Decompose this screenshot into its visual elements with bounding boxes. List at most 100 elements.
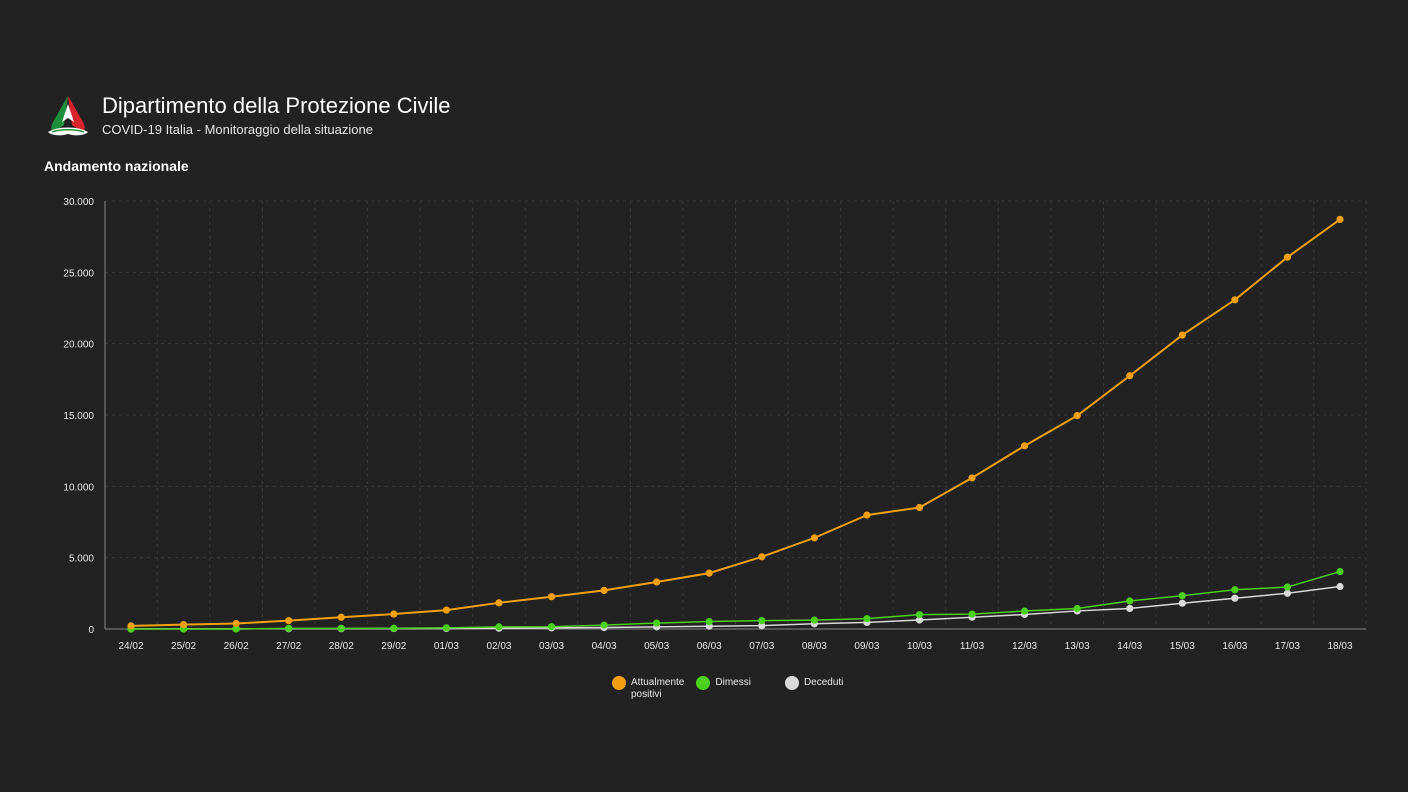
- data-point: [1231, 586, 1239, 594]
- legend-swatch: [784, 676, 799, 690]
- y-tick-label: 5.000: [69, 554, 94, 565]
- y-tick-label: 30.000: [63, 197, 94, 208]
- data-point: [1178, 592, 1186, 600]
- legend-item-attualmente-positivi[interactable]: Attualmente positivi: [612, 676, 684, 701]
- data-point: [127, 622, 135, 630]
- data-point: [968, 610, 976, 618]
- data-point: [600, 586, 608, 594]
- data-point: [915, 611, 924, 619]
- legend-label-line2: positivi: [631, 689, 662, 700]
- data-point: [390, 624, 398, 632]
- app-title: Dipartimento della Protezione Civile: [102, 93, 451, 118]
- data-point: [1336, 567, 1344, 576]
- data-point: [232, 625, 240, 633]
- x-tick-label: 03/03: [539, 641, 564, 652]
- data-point: [1283, 583, 1292, 591]
- x-tick-label: 18/03: [1327, 641, 1352, 652]
- legend-item-deceduti[interactable]: Deceduti: [784, 676, 844, 690]
- y-tick-label: 15.000: [63, 411, 94, 422]
- data-point: [1126, 604, 1134, 613]
- x-tick-label: 26/02: [224, 641, 249, 652]
- series-line: [131, 570, 1341, 630]
- x-tick-label: 28/02: [329, 641, 354, 652]
- data-point: [1073, 412, 1081, 420]
- data-point: [758, 616, 766, 625]
- data-point: [810, 616, 818, 624]
- data-point: [1126, 372, 1134, 380]
- data-point: [758, 622, 766, 630]
- y-tick-label: 10.000: [63, 482, 94, 493]
- data-point: [337, 613, 345, 621]
- data-point: [1283, 253, 1292, 261]
- data-point: [915, 503, 924, 512]
- x-tick-label: 09/03: [854, 641, 879, 652]
- data-point: [285, 617, 293, 625]
- data-point: [863, 511, 871, 519]
- data-point: [1178, 331, 1186, 339]
- data-point: [495, 623, 503, 631]
- x-tick-label: 10/03: [907, 641, 932, 652]
- data-point: [915, 616, 924, 624]
- x-tick-label: 01/03: [434, 641, 459, 652]
- x-tick-label: 06/03: [697, 641, 722, 652]
- protezione-civile-logo-icon: [48, 96, 88, 136]
- data-point: [1126, 597, 1134, 605]
- x-tick-label: 07/03: [749, 641, 774, 652]
- x-tick-label: 16/03: [1222, 641, 1247, 652]
- y-tick-label: 0: [88, 625, 94, 636]
- x-tick-label: 29/02: [381, 641, 406, 652]
- x-tick-label: 02/03: [486, 641, 511, 652]
- x-tick-label: 14/03: [1117, 641, 1142, 652]
- x-tick-label: 12/03: [1012, 641, 1037, 652]
- legend-swatch: [612, 676, 626, 690]
- y-tick-label: 20.000: [63, 340, 94, 351]
- data-point: [1231, 296, 1239, 304]
- header: Dipartimento della Protezione Civile COV…: [44, 92, 451, 139]
- x-tick-label: 13/03: [1065, 641, 1090, 652]
- data-point: [1283, 589, 1292, 597]
- x-tick-label: 04/03: [592, 641, 617, 652]
- series-line: [130, 218, 1341, 627]
- data-point: [1073, 604, 1081, 613]
- x-tick-label: 05/03: [644, 641, 669, 652]
- data-point: [547, 623, 556, 631]
- legend-label: Deceduti: [803, 677, 844, 688]
- data-point: [600, 621, 608, 629]
- data-point: [232, 619, 240, 628]
- app-subtitle: COVID-19 Italia - Monitoraggio della sit…: [102, 122, 373, 137]
- data-point: [179, 620, 188, 629]
- data-point: [1178, 599, 1186, 607]
- data-point: [1336, 215, 1344, 224]
- legend-label: Attualmente positivi: [631, 676, 684, 701]
- x-tick-label: 27/02: [276, 641, 301, 652]
- y-tick-label: 25.000: [63, 268, 94, 279]
- legend-label-line1: Attualmente: [631, 677, 685, 688]
- x-tick-label: 25/02: [171, 641, 196, 652]
- x-tick-label: 11/03: [960, 641, 985, 652]
- x-tick-label: 24/02: [118, 641, 143, 652]
- data-point: [442, 624, 450, 632]
- data-point: [1336, 582, 1344, 591]
- data-point: [653, 578, 661, 586]
- data-point: [390, 610, 398, 618]
- legend-label: Dimessi: [715, 677, 751, 688]
- x-tick-label: 17/03: [1275, 641, 1300, 652]
- data-point: [863, 615, 871, 623]
- x-tick-label: 08/03: [802, 641, 827, 652]
- data-point: [337, 624, 345, 632]
- data-point: [1021, 607, 1029, 615]
- data-point: [547, 593, 556, 601]
- data-point: [1231, 594, 1239, 602]
- legend-item-dimessi[interactable]: Dimessi: [696, 676, 751, 690]
- x-tick-label: 15/03: [1170, 641, 1195, 652]
- data-point: [285, 624, 293, 632]
- data-point: [442, 606, 450, 614]
- chart-legend: Attualmente positivi Dimessi Deceduti: [612, 676, 843, 701]
- data-point: [495, 599, 503, 607]
- chart-section-title: Andamento nazionale: [44, 158, 189, 174]
- data-point: [705, 617, 713, 626]
- data-point: [968, 474, 976, 482]
- data-point: [1021, 442, 1029, 450]
